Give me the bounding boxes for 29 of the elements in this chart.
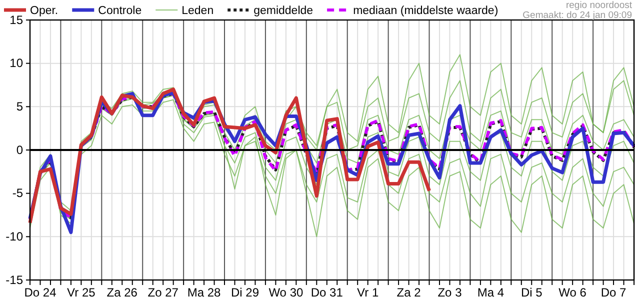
y-tick-label: 0 — [16, 142, 24, 157]
x-tick-label: Ma 28 — [187, 286, 222, 300]
x-tick-label: Wo 6 — [558, 286, 587, 300]
legend-label: Leden — [182, 5, 214, 17]
x-tick-label: Zo 3 — [438, 286, 462, 300]
y-tick-label: -10 — [6, 230, 24, 244]
y-tick-label: -5 — [12, 186, 24, 200]
x-tick-label: Zo 27 — [148, 286, 179, 300]
legend-label: Controle — [98, 5, 142, 17]
y-tick-label: 10 — [10, 56, 24, 70]
x-tick-label: Vr 1 — [357, 286, 379, 300]
x-tick-label: Di 5 — [520, 286, 543, 300]
annotation: Gemaakt: do 24 jan 09:09 — [522, 10, 632, 21]
y-tick-label: 15 — [10, 12, 24, 27]
x-tick-label: Do 7 — [600, 286, 627, 300]
y-tick-label: 5 — [16, 100, 24, 114]
legend-label: gemiddelde — [254, 5, 314, 17]
x-tick-label: Wo 30 — [268, 286, 304, 300]
x-tick-label: Za 2 — [396, 286, 422, 300]
x-tick-label: Za 26 — [106, 286, 138, 300]
x-tick-label: Ma 4 — [477, 286, 504, 300]
legend-label: mediaan (middelste waarde) — [353, 5, 498, 17]
text: regio noordoost — [566, 0, 632, 11]
x-tick-label: Vr 25 — [67, 286, 96, 300]
x-tick-label: Do 24 — [24, 286, 57, 300]
x-tick-label: Di 29 — [230, 286, 260, 300]
legend-label: Oper. — [30, 5, 58, 17]
y-tick-label: -15 — [6, 272, 24, 287]
x-tick-label: Do 31 — [310, 286, 344, 300]
